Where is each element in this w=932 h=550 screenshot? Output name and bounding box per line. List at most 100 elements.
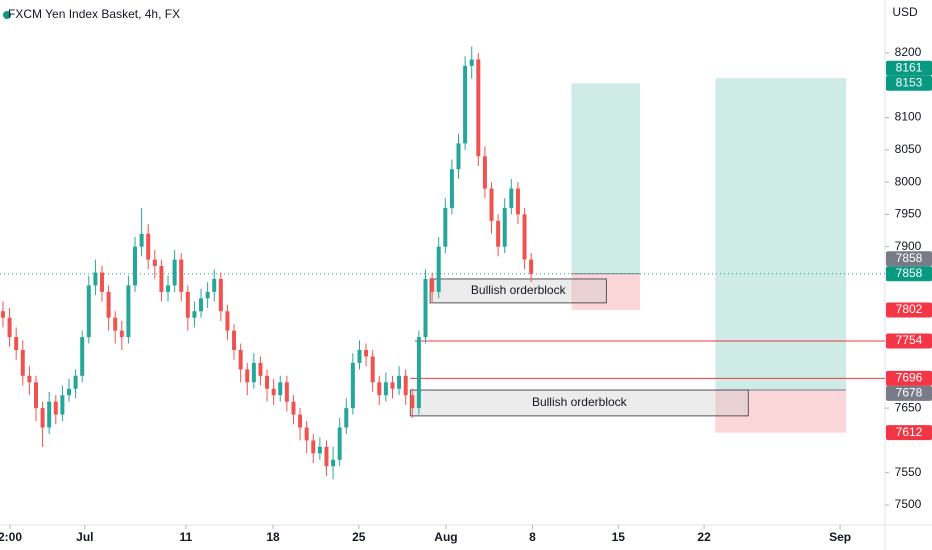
chart-title: FXCM Yen Index Basket, 4h, FX xyxy=(8,7,180,21)
candle-body xyxy=(324,446,329,467)
candle-body xyxy=(100,272,105,292)
candle-body xyxy=(350,362,355,409)
candle-body xyxy=(80,337,85,376)
position-profit xyxy=(571,83,641,274)
price-label: 7754 xyxy=(896,333,923,347)
orderblock-label: Bullish orderblock xyxy=(471,283,567,297)
y-tick-label: 8000 xyxy=(895,174,922,188)
x-tick-label: Sep xyxy=(829,530,851,544)
candle-body xyxy=(337,427,342,460)
candle-body xyxy=(515,188,520,215)
candle-body xyxy=(199,298,204,312)
candle-body xyxy=(53,401,58,415)
candle-body xyxy=(40,408,45,428)
candle-body xyxy=(331,459,336,467)
candle-body xyxy=(185,291,190,318)
candle-body xyxy=(529,259,534,274)
position-profit xyxy=(715,78,847,391)
candle-body xyxy=(436,246,441,292)
price-label-bg xyxy=(886,302,932,318)
candle-body xyxy=(502,207,507,247)
candle-body xyxy=(258,362,263,376)
candle-body xyxy=(33,382,38,409)
y-tick-label: 7550 xyxy=(895,465,922,479)
y-tick-label: 7950 xyxy=(895,207,922,221)
y-tick-label: 7650 xyxy=(895,400,922,414)
candle-body xyxy=(443,207,448,247)
price-label-bg xyxy=(886,370,932,386)
candle-body xyxy=(430,278,435,292)
candle-body xyxy=(423,278,428,338)
orderblock xyxy=(409,389,749,417)
candle-body xyxy=(47,401,52,428)
candle-body xyxy=(205,291,210,299)
candle-body xyxy=(0,311,5,318)
candle-body xyxy=(317,446,322,454)
candle-body xyxy=(106,291,111,318)
candle-body xyxy=(14,337,19,350)
x-tick-label: 8 xyxy=(529,530,536,544)
candle-body xyxy=(232,330,237,350)
candle-body xyxy=(218,278,223,312)
candle-body xyxy=(172,259,177,286)
x-tick-label: Aug xyxy=(434,530,457,544)
candle-body xyxy=(377,382,382,396)
candle-body xyxy=(86,285,91,338)
orderblock-label: Bullish orderblock xyxy=(532,395,628,409)
x-tick-label: 2:00 xyxy=(0,530,22,544)
price-label: 7858 xyxy=(896,266,923,280)
candle-body xyxy=(192,311,197,318)
price-label: 7612 xyxy=(896,425,923,439)
x-tick-label: 15 xyxy=(612,530,626,544)
candle-body xyxy=(152,259,157,267)
price-label-bg xyxy=(886,333,932,349)
price-label-bg xyxy=(886,385,932,401)
candle-body xyxy=(278,382,283,396)
position-loss xyxy=(571,273,641,310)
candle-body xyxy=(60,395,65,415)
candle-body xyxy=(146,233,151,260)
x-tick-label: 18 xyxy=(266,530,280,544)
candle-body xyxy=(509,188,514,208)
candle-body xyxy=(113,317,118,331)
price-label: 8161 xyxy=(896,60,923,74)
x-tick-label: Jul xyxy=(76,530,93,544)
position-loss xyxy=(715,390,847,433)
candle-body xyxy=(133,246,138,286)
y-tick-label: 8100 xyxy=(895,110,922,124)
candle-body xyxy=(166,285,171,292)
candle-body xyxy=(238,350,243,370)
price-label: 8153 xyxy=(896,75,923,89)
candle-body xyxy=(463,65,468,144)
candle-body xyxy=(403,375,408,396)
candle-body xyxy=(383,382,388,396)
price-label-bg xyxy=(886,75,932,91)
x-tick-label: 22 xyxy=(697,530,711,544)
candle-body xyxy=(66,388,71,396)
candle-body xyxy=(410,395,415,409)
candle-body xyxy=(390,382,395,389)
price-label-bg xyxy=(886,266,932,282)
candle-body xyxy=(159,266,164,292)
candle-body xyxy=(119,330,124,338)
candle-body xyxy=(370,356,375,383)
price-label: 7696 xyxy=(896,371,923,385)
candle-body xyxy=(27,375,32,383)
candle-body xyxy=(93,272,98,286)
candle-body xyxy=(7,317,12,338)
candle-body xyxy=(126,285,131,338)
candle-body xyxy=(456,143,461,170)
price-label-bg xyxy=(886,251,932,267)
candle-body xyxy=(271,388,276,396)
symbol-dot xyxy=(3,11,11,19)
candle-body xyxy=(298,414,303,428)
candle-body xyxy=(245,369,250,383)
y-tick-label: 7500 xyxy=(895,497,922,511)
candle-body xyxy=(304,427,309,441)
candle-body xyxy=(364,350,369,357)
candle-body xyxy=(291,401,296,415)
candle-body xyxy=(265,375,270,389)
y-tick-label: 8200 xyxy=(895,45,922,59)
currency: USD xyxy=(892,5,918,19)
